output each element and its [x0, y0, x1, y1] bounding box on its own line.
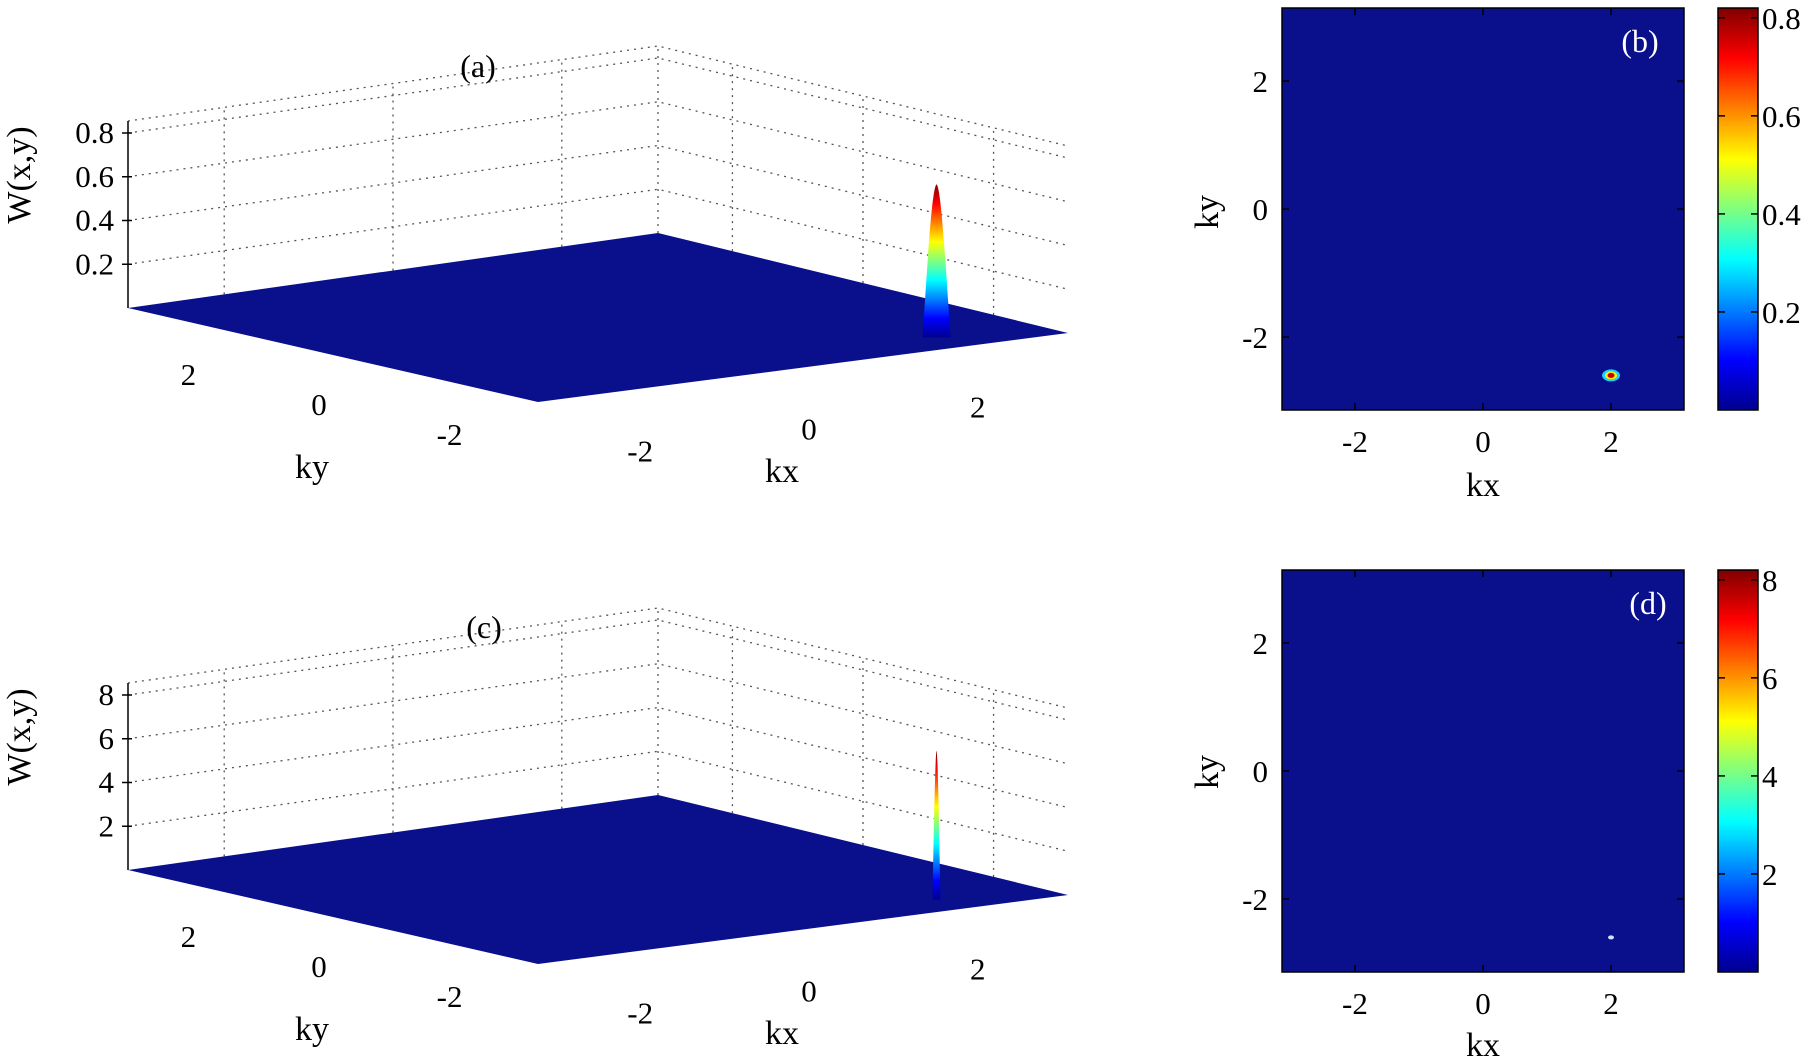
panel-d-ylabel: ky [1189, 755, 1226, 789]
panel-c-grid [127, 607, 1069, 877]
panel-d-plot-area [1281, 569, 1685, 973]
z-gridline [127, 144, 1069, 247]
panel-b-colorbar-ticks: 0.2 0.4 0.6 0.8 [1718, 1, 1801, 330]
kx-tick-label: 2 [970, 952, 986, 987]
panel-a-z-axis: 0.2 0.4 0.6 0.8 [75, 115, 132, 308]
z-tick-label: 0.4 [75, 203, 114, 238]
ky-tick-label: 2 [181, 919, 197, 954]
x-tick-label: 0 [1475, 986, 1491, 1021]
colorbar-tick-label: 0.8 [1762, 1, 1801, 36]
kx-tick-label: -2 [627, 995, 653, 1030]
panel-d-colorbar-ticks: 2 4 6 8 [1718, 563, 1778, 892]
ky-tick-label: -2 [437, 417, 463, 452]
colorbar-tick-label: 8 [1762, 563, 1778, 598]
panel-c-floor-ticks: 2 0 -2 -2 0 2 [181, 919, 986, 1030]
wall-top-edge [127, 607, 1069, 709]
colorbar-tick-label: 0.6 [1762, 99, 1801, 134]
y-tick-label: 2 [1253, 64, 1269, 99]
wall-top-edge [127, 45, 1069, 147]
panel-d-heatmap: -2 0 2 2 0 -2 (d) kx ky 2 4 6 8 [1189, 563, 1778, 1060]
panel-b-colorbar [1717, 7, 1759, 411]
colorbar-tick-label: 2 [1762, 857, 1778, 892]
panel-a-zlabel: W(x,y) [1, 126, 38, 223]
z-tick-label: 6 [99, 721, 115, 756]
peak-core [1608, 935, 1615, 940]
panel-b-axes: -2 0 2 2 0 -2 [1242, 8, 1684, 459]
z-gridline [127, 663, 1069, 765]
panel-a-label: (a) [460, 48, 496, 84]
panel-d-axes: -2 0 2 2 0 -2 [1242, 570, 1684, 1021]
panel-c-label: (c) [466, 609, 502, 645]
z-tick-label: 0.2 [75, 246, 114, 281]
peak-core [1607, 372, 1615, 378]
ky-tick-label: 0 [311, 387, 327, 422]
ky-tick-label: 0 [311, 949, 327, 984]
panel-a-peak [922, 184, 951, 338]
panel-a-grid [127, 45, 1069, 315]
z-gridline [127, 706, 1069, 809]
colorbar-tick-label: 4 [1762, 759, 1778, 794]
z-tick-label: 2 [99, 808, 115, 843]
panel-c-z-axis: 2 4 6 8 [99, 677, 132, 870]
panel-d-colorbar [1717, 569, 1759, 973]
z-tick-label: 8 [99, 677, 115, 712]
z-gridline [127, 101, 1069, 203]
kx-tick-label: 0 [801, 412, 817, 447]
panel-b-peak [1602, 369, 1621, 382]
z-gridline [127, 57, 1069, 159]
panel-b-ylabel: ky [1189, 195, 1226, 229]
colorbar-tick-label: 6 [1762, 661, 1778, 696]
colorbar-tick-label: 0.4 [1762, 197, 1801, 232]
z-tick-label: 0.6 [75, 159, 114, 194]
panel-b-heatmap: -2 0 2 2 0 -2 (b) kx ky 0.2 0.4 0.6 0.8 [1189, 1, 1801, 504]
z-tick-label: 4 [99, 765, 115, 800]
ky-tick-label: 2 [181, 357, 197, 392]
panel-b-plot-area [1281, 7, 1685, 411]
colorbar-tick-label: 0.2 [1762, 295, 1801, 330]
panel-a-surface [128, 233, 1068, 402]
panel-a-ylabel: ky [295, 449, 329, 486]
panel-c-peak [932, 750, 941, 900]
x-tick-label: -2 [1342, 424, 1368, 459]
x-tick-label: 2 [1603, 986, 1619, 1021]
panel-a-floor-ticks: 2 0 -2 -2 0 2 [181, 357, 986, 468]
panel-c-ylabel: ky [295, 1011, 329, 1048]
panel-a-xlabel: kx [765, 453, 799, 490]
panel-d-xlabel: kx [1466, 1027, 1500, 1060]
kx-tick-label: -2 [627, 433, 653, 468]
panel-d-peak [1608, 935, 1615, 940]
z-tick-label: 0.8 [75, 115, 114, 150]
kx-tick-label: 0 [801, 974, 817, 1009]
x-tick-label: -2 [1342, 986, 1368, 1021]
kx-tick-label: 2 [970, 390, 986, 425]
panel-c-surface [128, 795, 1068, 964]
y-tick-label: 0 [1253, 192, 1269, 227]
x-tick-label: 2 [1603, 424, 1619, 459]
y-tick-label: 2 [1253, 626, 1269, 661]
panel-c-surface3d: 2 4 6 8 2 0 -2 -2 0 2 (c) W(x,y) ky kx [1, 607, 1069, 1052]
panel-a-surface3d: 0.2 0.4 0.6 0.8 2 0 -2 -2 0 2 (a) W(x,y) ky kx [1, 45, 1069, 490]
y-tick-label: 0 [1253, 754, 1269, 789]
panel-b-xlabel: kx [1466, 467, 1500, 504]
z-gridline [127, 619, 1069, 721]
panel-c-xlabel: kx [765, 1015, 799, 1052]
x-tick-label: 0 [1475, 424, 1491, 459]
panel-d-label: (d) [1629, 585, 1666, 621]
y-tick-label: -2 [1242, 320, 1268, 355]
y-tick-label: -2 [1242, 882, 1268, 917]
ky-tick-label: -2 [437, 979, 463, 1014]
panel-b-label: (b) [1621, 23, 1658, 59]
panel-c-zlabel: W(x,y) [1, 688, 38, 785]
